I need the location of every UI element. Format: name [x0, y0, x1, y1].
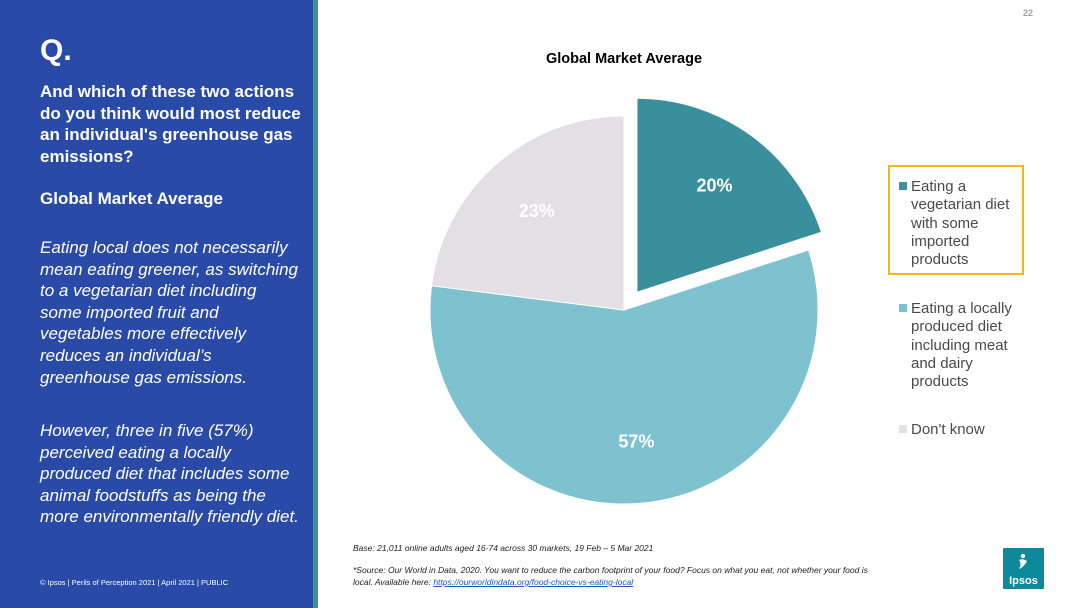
ipsos-logo: Ipsos [1003, 548, 1044, 589]
question-text: And which of these two actions do you th… [40, 82, 301, 166]
question-marker: Q. [40, 34, 72, 67]
legend-item-1: Eating a vegetarian diet with some impor… [899, 178, 1029, 269]
legend-swatch [899, 425, 907, 433]
source-note: *Source: Our World in Data, 2020. You wa… [353, 564, 873, 588]
source-text: *Source: Our World in Data, 2020. You wa… [353, 565, 868, 587]
pie-data-label-2: 57% [618, 431, 654, 451]
legend-label: Don't know [911, 421, 985, 438]
copyright-footer: © Ipsos | Perils of Perception 2021 | Ap… [40, 578, 229, 587]
panel-subtitle: Global Market Average [40, 189, 223, 208]
left-panel: Q. And which of these two actions do you… [0, 0, 313, 608]
logo-text: Ipsos [1009, 575, 1038, 587]
pie-data-label-1: 20% [696, 175, 732, 195]
legend-label: Eating a locally produced diet including… [911, 300, 1012, 391]
base-note: Base: 21,011 online adults aged 16-74 ac… [353, 543, 654, 553]
pie-slice-3 [430, 115, 625, 311]
commentary-paragraph-1: Eating local does not necessarily mean e… [40, 238, 298, 387]
legend-label: Eating a vegetarian diet with some impor… [911, 178, 1010, 269]
pie-data-label-3: 23% [519, 201, 555, 221]
page-number: 22 [1023, 8, 1034, 18]
pie-slice-1 [636, 97, 823, 293]
ipsos-logo-icon [1019, 553, 1027, 569]
legend-swatch [899, 304, 907, 312]
legend-swatch [899, 182, 907, 190]
commentary-paragraph-2: However, three in five (57%) perceived e… [40, 421, 299, 527]
legend-item-2: Eating a locally produced diet including… [899, 300, 1029, 391]
chart-title: Global Market Average [546, 51, 702, 67]
source-link[interactable]: https://ourworldindata.org/food-choice-v… [433, 577, 634, 587]
pie-slices [429, 97, 823, 505]
legend-highlight-box [888, 165, 1024, 275]
pie-slice-2 [429, 249, 819, 505]
pie-data-labels: 20% 57% 23% [519, 175, 733, 451]
accent-divider [313, 0, 318, 608]
legend-item-3: Don't know [899, 421, 1029, 439]
